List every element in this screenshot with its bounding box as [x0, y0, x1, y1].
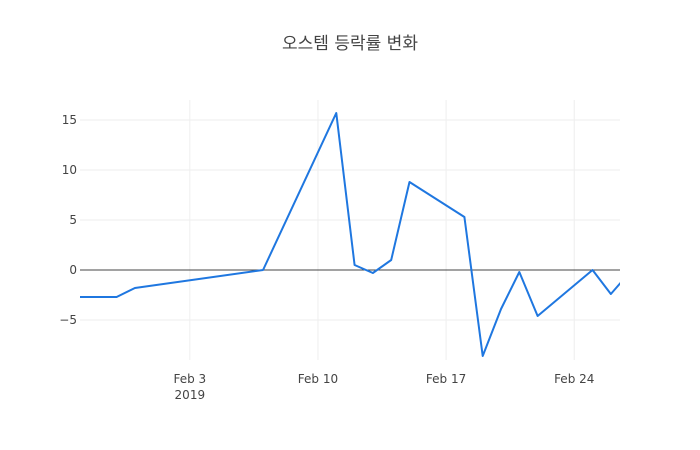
x-tick-label: Feb 10	[298, 372, 338, 386]
series-layer	[80, 112, 620, 357]
y-tick-label: 5	[69, 213, 77, 227]
y-tick-label: −5	[59, 313, 77, 327]
x-tick-label: Feb 3	[173, 372, 206, 386]
y-tick-label: 15	[62, 113, 77, 127]
x-tick-label: Feb 17	[426, 372, 466, 386]
x-axis-ticks: Feb 3 2019 Feb 10 Feb 17 Feb 24	[173, 372, 594, 402]
chart-title: 오스템 등락률 변화	[282, 34, 418, 54]
series-line	[80, 112, 620, 357]
y-axis-ticks: 15 10 5 0 −5	[59, 113, 77, 327]
y-tick-label: 0	[69, 263, 77, 277]
y-tick-label: 10	[62, 163, 77, 177]
x-tick-sublabel: 2019	[175, 388, 206, 402]
x-tick-label: Feb 24	[554, 372, 594, 386]
